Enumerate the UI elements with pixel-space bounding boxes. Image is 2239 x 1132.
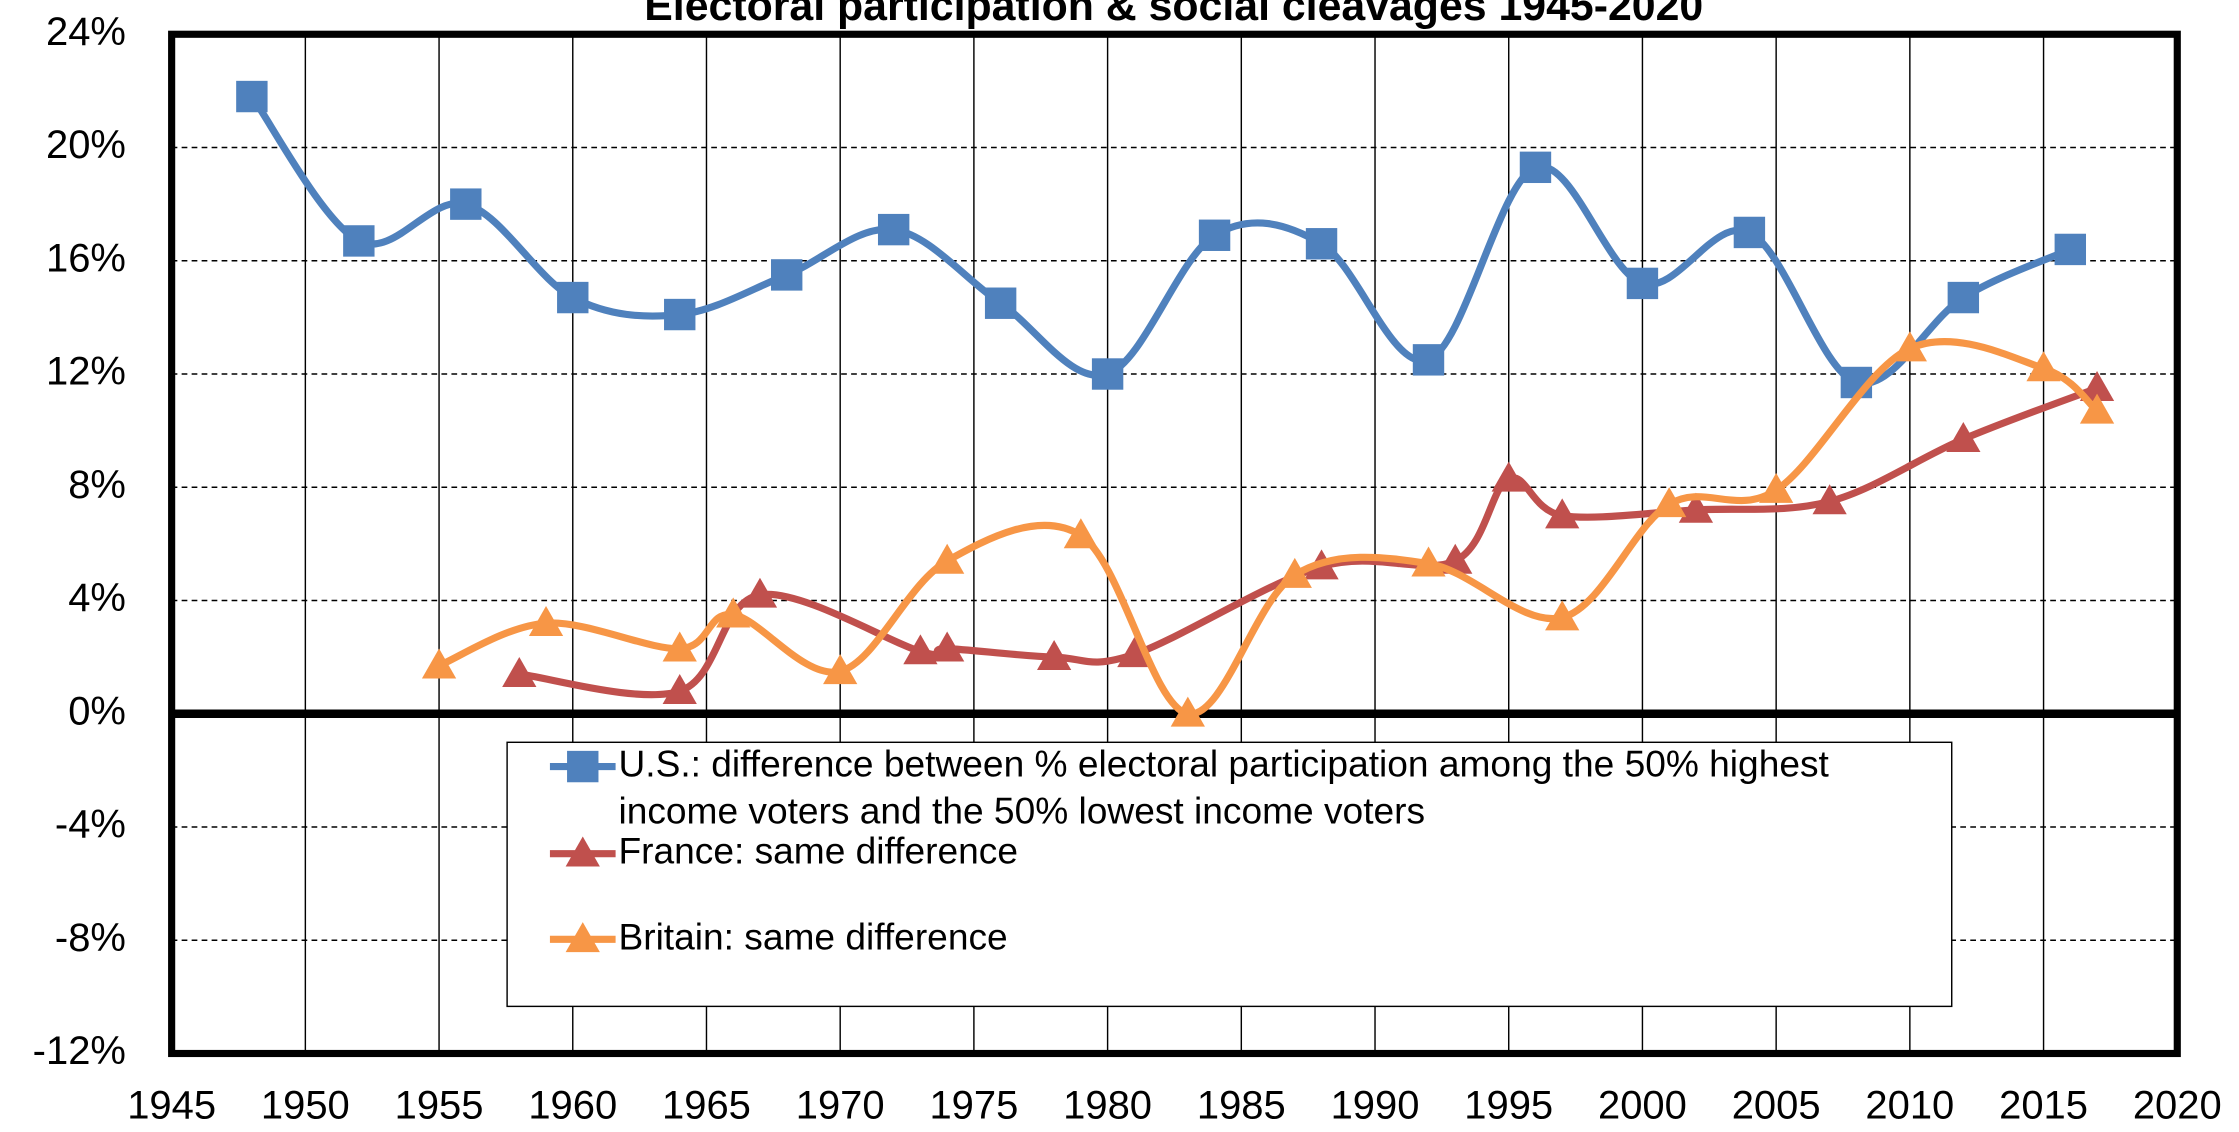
x-tick-label: 1990 (1331, 1083, 1420, 1127)
x-tick-label: 1945 (127, 1083, 216, 1127)
marker (421, 648, 457, 679)
marker (662, 673, 697, 704)
marker (1491, 461, 1526, 492)
marker (2079, 393, 2115, 424)
marker (1892, 331, 1927, 362)
marker (662, 631, 697, 662)
marker (877, 213, 910, 246)
y-tick-label: 12% (46, 350, 126, 394)
y-tick-label: -12% (33, 1029, 126, 1073)
x-tick-label: 1975 (929, 1083, 1018, 1127)
y-tick-label: 8% (68, 463, 126, 507)
marker (771, 259, 803, 291)
y-tick-label: -8% (55, 916, 126, 960)
marker (1412, 344, 1445, 376)
y-tick-label: 4% (68, 576, 126, 620)
marker (1170, 696, 1205, 727)
plot-frame (168, 30, 2181, 1058)
x-tick-label: 1955 (395, 1083, 484, 1127)
marker (343, 225, 375, 257)
marker (1411, 546, 1446, 577)
marker (984, 287, 1017, 319)
x-tick-label: 1980 (1063, 1083, 1152, 1127)
y-tick-label: 16% (46, 236, 126, 280)
marker (1545, 498, 1580, 529)
x-tick-label: 2005 (1732, 1083, 1821, 1127)
legend-label: Britain: same difference (618, 915, 1008, 958)
x-tick-label: 1995 (1464, 1083, 1553, 1127)
legend-label-box: France: same difference (618, 829, 1018, 873)
marker (664, 298, 696, 331)
marker (930, 543, 965, 574)
chart-title: Electoral participation & social cleavag… (644, 0, 1703, 30)
legend-label: U.S.: difference between % electoral par… (618, 742, 1829, 833)
marker (1946, 421, 1981, 452)
marker (1036, 639, 1072, 670)
marker (1812, 484, 1847, 515)
marker (1063, 518, 1098, 549)
y-tick-label: 24% (46, 10, 126, 54)
marker (1947, 281, 1980, 314)
x-tick-label: 2020 (2133, 1083, 2222, 1127)
y-tick-label: -4% (55, 803, 126, 847)
marker (1652, 487, 1687, 518)
marker (716, 597, 751, 628)
legend-marker (565, 922, 600, 953)
marker (1117, 637, 1152, 668)
marker (823, 654, 858, 685)
marker (528, 606, 564, 636)
marker (1091, 358, 1124, 390)
marker (557, 281, 589, 314)
marker (2054, 233, 2087, 266)
marker (1678, 492, 1714, 523)
marker (450, 188, 482, 220)
x-tick-label: 1960 (528, 1083, 617, 1127)
y-tick-label: 0% (68, 689, 126, 733)
y-tick-label: 20% (46, 123, 126, 167)
marker (502, 656, 537, 687)
marker (930, 631, 965, 662)
legend-label-box: U.S.: difference between % electoral par… (618, 742, 1829, 833)
legend-marker (567, 750, 599, 783)
marker (1305, 228, 1338, 260)
x-tick-label: 1950 (261, 1083, 350, 1127)
x-tick-label: 2000 (1598, 1083, 1687, 1127)
x-tick-label: 1965 (662, 1083, 751, 1127)
x-tick-label: 1985 (1197, 1083, 1286, 1127)
x-tick-label: 2010 (1865, 1083, 1954, 1127)
marker (1626, 267, 1659, 300)
legend-marker (565, 836, 600, 867)
marker (742, 577, 778, 608)
marker (1759, 472, 1794, 503)
marker (1198, 219, 1231, 251)
legend-label-box: Britain: same difference (618, 915, 1008, 958)
legend-box (506, 741, 1953, 1008)
legend-label: France: same difference (618, 829, 1018, 873)
marker (236, 80, 268, 113)
marker (2026, 351, 2061, 382)
x-tick-label: 1970 (796, 1083, 885, 1127)
marker (1519, 151, 1552, 184)
marker (903, 634, 938, 665)
marker (1277, 557, 1312, 588)
marker (2079, 371, 2115, 402)
marker (1545, 600, 1580, 631)
x-tick-label: 2015 (1999, 1083, 2088, 1127)
marker (1733, 216, 1766, 249)
